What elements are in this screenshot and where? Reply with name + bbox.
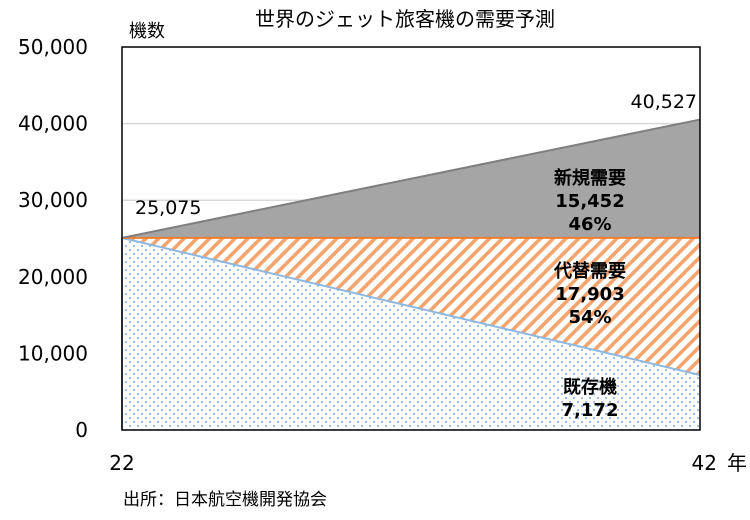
segment-label-new-demand: 新規需要 15,452 46% (554, 167, 626, 235)
segment-share: 54% (568, 307, 611, 328)
y-tick-label: 10,000 (18, 341, 88, 365)
y-tick-label: 40,000 (18, 112, 88, 136)
series-top-line (121, 236, 701, 377)
total-label-start: 25,075 (135, 197, 201, 219)
y-axis-ticks: 0 10,000 20,000 30,000 40,000 50,000 (18, 35, 88, 442)
x-tick-label: 42 (692, 451, 717, 475)
series-top-line (121, 118, 701, 239)
segment-name: 新規需要 (554, 167, 626, 189)
y-axis-label: 機数 (129, 21, 165, 42)
y-tick-label: 0 (75, 418, 88, 442)
plot-frame (121, 46, 701, 431)
chart-title: 世界のジェット旅客機の需要予測 (255, 7, 555, 31)
segment-label-replacement-demand: 代替需要 17,903 54% (553, 260, 626, 328)
segment-share: 46% (568, 214, 611, 235)
segment-name: 代替需要 (553, 260, 626, 282)
source-note: 出所：日本航空機開発協会 (123, 490, 327, 510)
segment-value: 15,452 (555, 191, 624, 212)
x-axis-unit: 年 (727, 451, 747, 475)
y-tick-label: 30,000 (18, 188, 88, 212)
x-tick-label: 22 (109, 451, 134, 475)
segment-value: 17,903 (555, 284, 624, 305)
x-axis-ticks: 22 42 (109, 451, 717, 475)
area-dots (122, 237, 700, 430)
segment-name: 既存機 (563, 376, 617, 398)
segment-label-existing: 既存機 7,172 (562, 376, 619, 421)
y-tick-label: 50,000 (18, 35, 88, 59)
y-tick-label: 20,000 (18, 265, 88, 289)
total-label-end: 40,527 (631, 91, 697, 113)
segment-value: 7,172 (562, 400, 619, 421)
